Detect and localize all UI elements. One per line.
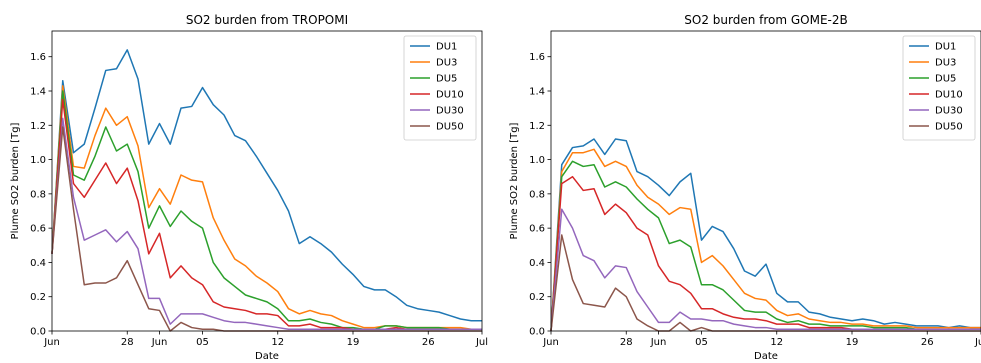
x-tick-label: 28 [121,337,134,348]
legend-label: DU5 [436,74,457,85]
x-tick-label: 26 [422,337,435,348]
y-tick-label: 0.6 [30,224,46,235]
series-line-du3 [551,149,981,331]
legend-label: DU1 [436,42,457,53]
chart-panel-1: SO2 burden from TROPOMI 0.0 0.2 0.4 0.6 0.8 1.… [10,13,488,362]
x-tick-label: 05 [196,337,209,348]
y-tick-label: 0.8 [30,189,46,200]
series-line-du1 [551,139,981,331]
y-tick-label: 0.8 [529,189,545,200]
x-tick-label: 19 [846,337,859,348]
y-tick-label: 1.2 [30,121,46,132]
x-tick-label: 05 [695,337,708,348]
x-tick-label: Jun [650,337,667,348]
y-tick-label: 0.0 [529,327,545,338]
legend-label: DU10 [935,90,963,101]
y-tick-label: 1.2 [529,121,545,132]
series-line-du5 [551,161,981,331]
y-tick-label: 0.6 [529,224,545,235]
legend-label: DU30 [436,106,464,117]
x-tick-label: 12 [770,337,783,348]
x-tick-label: Jul [974,337,981,348]
x-tick-label: 12 [271,337,284,348]
y-tick-label: 0.4 [30,258,46,269]
y-tick-label: 0.2 [30,292,46,303]
series-line-du50 [52,127,482,331]
y-axis-label: Plume SO2 burden [Tg] [10,122,21,239]
legend-label: DU5 [935,74,956,85]
chart-panel-2: SO2 burden from GOME-2B 0.0 0.2 0.4 0.6 0.8 1.… [509,13,981,362]
y-tick-label: 1.0 [529,155,545,166]
y-tick-label: 0.2 [529,292,545,303]
chart-title: SO2 burden from GOME-2B [684,13,848,27]
legend-label: DU10 [436,90,464,101]
legend-label: DU3 [436,58,457,69]
x-axis-label: Date [255,351,279,362]
y-tick-label: 0.0 [30,327,46,338]
y-tick-label: 1.6 [30,52,46,63]
x-tick-label: 19 [347,337,360,348]
legend: DU1 DU3 DU5 DU10 DU30 DU50 [903,36,975,140]
y-tick-label: 1.4 [30,87,46,98]
x-tick-label: Jun [43,337,60,348]
legend: DU1 DU3 DU5 DU10 DU30 DU50 [404,36,476,140]
y-axis-label: Plume SO2 burden [Tg] [509,122,520,239]
legend-label: DU30 [935,106,963,117]
y-tick-label: 1.4 [529,87,545,98]
x-tick-label: Jun [542,337,559,348]
legend-label: DU50 [935,122,963,133]
y-tick-label: 1.6 [529,52,545,63]
legend-label: DU3 [935,58,956,69]
series-lines [551,139,981,331]
x-tick-label: 28 [620,337,633,348]
series-line-du50 [551,235,981,331]
legend-label: DU50 [436,122,464,133]
x-tick-label: Jun [151,337,168,348]
legend-label: DU1 [935,42,956,53]
y-tick-label: 1.0 [30,155,46,166]
y-tick-label: 0.4 [529,258,545,269]
series-line-du10 [551,177,981,331]
x-tick-label: 26 [921,337,934,348]
chart-title: SO2 burden from TROPOMI [186,13,348,27]
x-tick-label: Jul [475,337,488,348]
x-axis-label: Date [754,351,778,362]
